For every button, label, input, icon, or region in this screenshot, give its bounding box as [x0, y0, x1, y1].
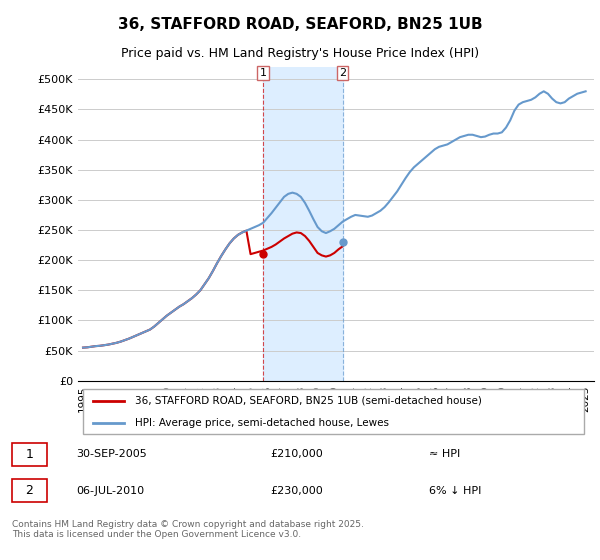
Text: 36, STAFFORD ROAD, SEAFORD, BN25 1UB (semi-detached house): 36, STAFFORD ROAD, SEAFORD, BN25 1UB (se…	[135, 395, 482, 405]
Text: 06-JUL-2010: 06-JUL-2010	[77, 486, 145, 496]
FancyBboxPatch shape	[83, 389, 584, 435]
Text: Price paid vs. HM Land Registry's House Price Index (HPI): Price paid vs. HM Land Registry's House …	[121, 47, 479, 60]
Text: 1: 1	[260, 68, 266, 78]
Text: 2: 2	[26, 484, 34, 497]
FancyBboxPatch shape	[12, 479, 47, 502]
FancyBboxPatch shape	[12, 442, 47, 466]
Bar	[263, 67, 343, 381]
Text: ≈ HPI: ≈ HPI	[430, 449, 461, 459]
Text: HPI: Average price, semi-detached house, Lewes: HPI: Average price, semi-detached house,…	[135, 418, 389, 428]
Text: 2: 2	[339, 68, 346, 78]
Text: 30-SEP-2005: 30-SEP-2005	[77, 449, 148, 459]
Text: 6% ↓ HPI: 6% ↓ HPI	[430, 486, 482, 496]
Text: 1: 1	[26, 448, 34, 461]
Text: £230,000: £230,000	[271, 486, 323, 496]
Text: 36, STAFFORD ROAD, SEAFORD, BN25 1UB: 36, STAFFORD ROAD, SEAFORD, BN25 1UB	[118, 17, 482, 32]
Text: Contains HM Land Registry data © Crown copyright and database right 2025.
This d: Contains HM Land Registry data © Crown c…	[12, 520, 364, 539]
Text: £210,000: £210,000	[271, 449, 323, 459]
